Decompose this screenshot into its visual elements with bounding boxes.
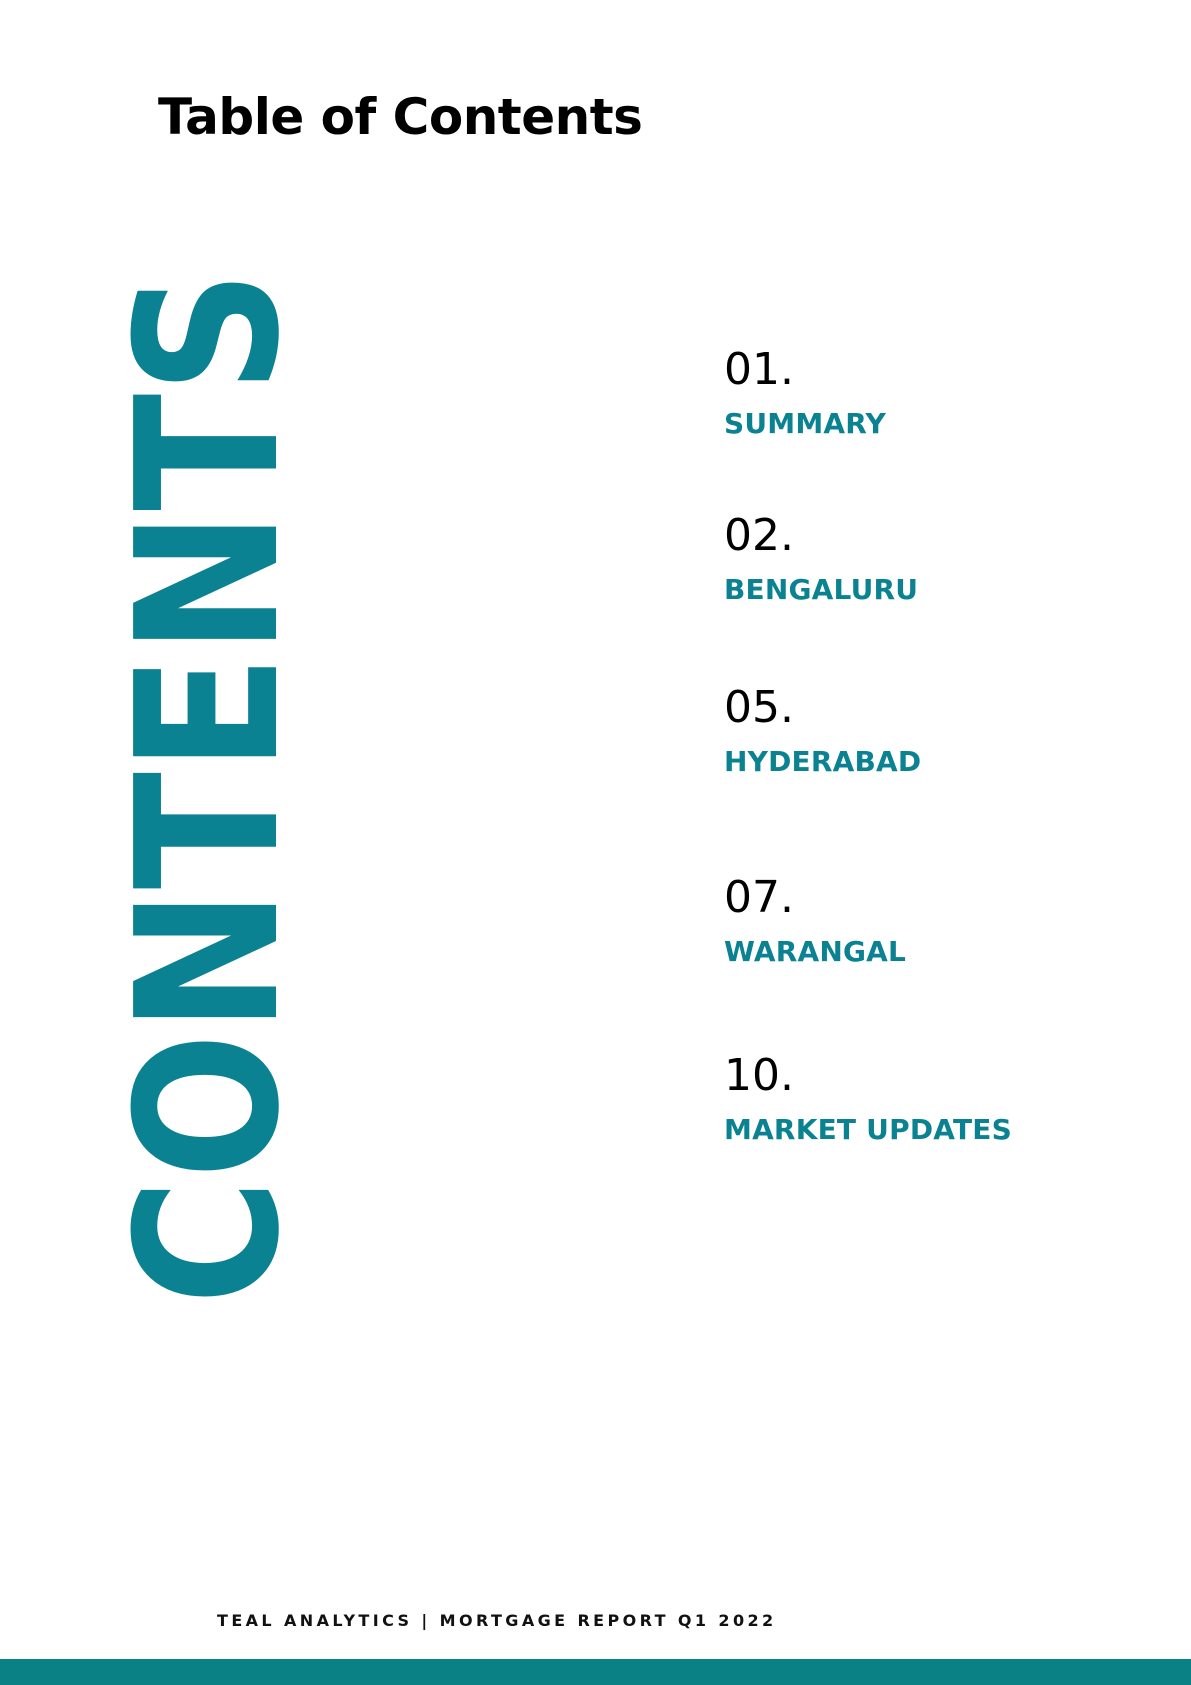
vertical-contents-heading: CONTENTS xyxy=(130,270,280,1305)
toc-list: 01. SUMMARY 02. BENGALURU 05. HYDERABAD … xyxy=(724,0,1144,1400)
toc-number: 01. xyxy=(724,344,794,395)
toc-label: BENGALURU xyxy=(724,573,919,606)
page-title: Table of Contents xyxy=(158,88,643,146)
toc-entry-hyderabad[interactable]: 05. HYDERABAD xyxy=(724,686,1144,776)
toc-number: 07. xyxy=(724,872,794,923)
toc-label: MARKET UPDATES xyxy=(724,1113,1012,1146)
toc-label: HYDERABAD xyxy=(724,745,922,778)
toc-entry-bengaluru[interactable]: 02. BENGALURU xyxy=(724,514,1144,604)
toc-number: 05. xyxy=(724,682,794,733)
toc-entry-summary[interactable]: 01. SUMMARY xyxy=(724,348,1144,438)
toc-number: 10. xyxy=(724,1050,794,1101)
vertical-contents-text: CONTENTS xyxy=(130,270,280,1305)
footer-text: TEAL ANALYTICS | MORTGAGE REPORT Q1 2022 xyxy=(217,1611,777,1630)
toc-entry-market-updates[interactable]: 10. MARKET UPDATES xyxy=(724,1054,1144,1144)
toc-label: WARANGAL xyxy=(724,935,907,968)
toc-entry-warangal[interactable]: 07. WARANGAL xyxy=(724,876,1144,966)
toc-label: SUMMARY xyxy=(724,407,887,440)
footer-bar xyxy=(0,1659,1191,1685)
toc-number: 02. xyxy=(724,510,794,561)
